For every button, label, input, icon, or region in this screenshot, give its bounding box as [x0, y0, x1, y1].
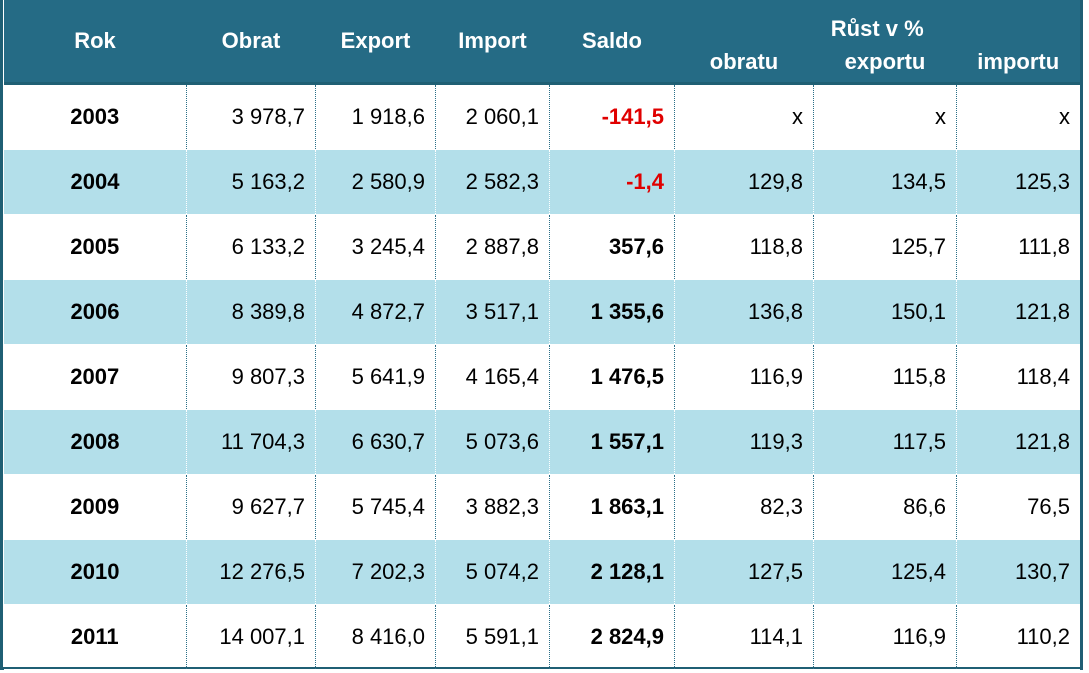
year-cell: 2009	[3, 474, 187, 540]
value-cell: 5 073,6	[435, 409, 550, 475]
year-cell: 2010	[3, 539, 187, 605]
value-cell: 2 060,1	[435, 83, 550, 150]
value-cell: -1,4	[549, 149, 675, 215]
value-cell: 116,9	[813, 604, 957, 670]
value-cell: -141,5	[549, 83, 675, 150]
value-cell: 118,4	[956, 344, 1080, 410]
table-row: 2008 11 704,3 6 630,7 5 073,6 1 557,1 119,3 11…	[3, 409, 1080, 475]
table-row: 2006 8 389,8 4 872,7 3 517,1 1 355,6 136,8 150…	[3, 279, 1080, 345]
table-row: 2010 12 276,5 7 202,3 5 074,2 2 128,1 127,5 12…	[3, 539, 1080, 605]
column-header: Export	[315, 0, 436, 84]
value-cell: 8 389,8	[186, 279, 316, 345]
value-cell: 3 882,3	[435, 474, 550, 540]
year-cell: 2004	[3, 149, 187, 215]
table-row: 2003 3 978,7 1 918,6 2 060,1 -141,5 x x x	[3, 83, 1080, 150]
year-cell: 2005	[3, 214, 187, 280]
value-cell: 9 627,7	[186, 474, 316, 540]
value-cell: 115,8	[813, 344, 957, 410]
value-cell: 3 517,1	[435, 279, 550, 345]
value-cell: x	[813, 83, 957, 150]
table-row: 2004 5 163,2 2 580,9 2 582,3 -1,4 129,8 134,5 1…	[3, 149, 1080, 215]
sub-header: exportu	[813, 42, 957, 84]
value-cell: 127,5	[674, 539, 814, 605]
value-cell: 5 591,1	[435, 604, 550, 670]
table-body: 2003 3 978,7 1 918,6 2 060,1 -141,5 x x x 2004 5 …	[3, 83, 1080, 670]
header-row: Rok Obrat Export Import Saldo Růst v %	[3, 0, 1080, 84]
value-cell: 134,5	[813, 149, 957, 215]
value-cell: 129,8	[674, 149, 814, 215]
table-row: 2011 14 007,1 8 416,0 5 591,1 2 824,9 114,1 11…	[3, 604, 1080, 670]
value-cell: 2 824,9	[549, 604, 675, 670]
column-header: Import	[435, 0, 550, 84]
value-cell: 119,3	[674, 409, 814, 475]
group-header: Růst v %	[674, 0, 1080, 42]
value-cell: 4 165,4	[435, 344, 550, 410]
value-cell: 3 245,4	[315, 214, 436, 280]
value-cell: 111,8	[956, 214, 1080, 280]
value-cell: x	[956, 83, 1080, 150]
value-cell: 8 416,0	[315, 604, 436, 670]
value-cell: 86,6	[813, 474, 957, 540]
value-cell: 150,1	[813, 279, 957, 345]
value-cell: 5 745,4	[315, 474, 436, 540]
value-cell: 136,8	[674, 279, 814, 345]
value-cell: 1 355,6	[549, 279, 675, 345]
sub-header: obratu	[674, 42, 814, 84]
value-cell: 116,9	[674, 344, 814, 410]
value-cell: 1 918,6	[315, 83, 436, 150]
value-cell: 118,8	[674, 214, 814, 280]
column-header: Saldo	[549, 0, 675, 84]
value-cell: 12 276,5	[186, 539, 316, 605]
value-cell: 114,1	[674, 604, 814, 670]
value-cell: 110,2	[956, 604, 1080, 670]
table-row: 2007 9 807,3 5 641,9 4 165,4 1 476,5 116,9 115…	[3, 344, 1080, 410]
value-cell: 117,5	[813, 409, 957, 475]
value-cell: x	[674, 83, 814, 150]
value-cell: 7 202,3	[315, 539, 436, 605]
value-cell: 1 863,1	[549, 474, 675, 540]
value-cell: 5 163,2	[186, 149, 316, 215]
value-cell: 2 582,3	[435, 149, 550, 215]
value-cell: 2 128,1	[549, 539, 675, 605]
value-cell: 76,5	[956, 474, 1080, 540]
header-row: obratu exportu importu	[4, 42, 1080, 84]
table-row: 2005 6 133,2 3 245,4 2 887,8 357,6 118,8 125,7…	[3, 214, 1080, 280]
value-cell: 6 133,2	[186, 214, 316, 280]
value-cell: 2 580,9	[315, 149, 436, 215]
value-cell: 9 807,3	[186, 344, 316, 410]
value-cell: 125,3	[956, 149, 1080, 215]
year-cell: 2011	[3, 604, 187, 670]
value-cell: 125,4	[813, 539, 957, 605]
value-cell: 11 704,3	[186, 409, 316, 475]
value-cell: 6 630,7	[315, 409, 436, 475]
value-cell: 2 887,8	[435, 214, 550, 280]
value-cell: 121,8	[956, 409, 1080, 475]
sub-header: importu	[956, 42, 1080, 84]
table-header: Rok Obrat Export Import Saldo Růst v % obratu e…	[3, 0, 1080, 84]
value-cell: 1 476,5	[549, 344, 675, 410]
column-header: Rok	[3, 0, 187, 84]
value-cell: 5 074,2	[435, 539, 550, 605]
value-cell: 5 641,9	[315, 344, 436, 410]
year-cell: 2003	[3, 83, 187, 150]
trade-table: Rok Obrat Export Import Saldo Růst v % obratu e…	[3, 0, 1080, 670]
value-cell: 4 872,7	[315, 279, 436, 345]
value-cell: 130,7	[956, 539, 1080, 605]
table-row: 2009 9 627,7 5 745,4 3 882,3 1 863,1 82,3 86,6…	[3, 474, 1080, 540]
value-cell: 125,7	[813, 214, 957, 280]
value-cell: 82,3	[674, 474, 814, 540]
value-cell: 14 007,1	[186, 604, 316, 670]
year-cell: 2006	[3, 279, 187, 345]
value-cell: 121,8	[956, 279, 1080, 345]
year-cell: 2008	[3, 409, 187, 475]
column-header: Obrat	[186, 0, 316, 84]
value-cell: 357,6	[549, 214, 675, 280]
year-cell: 2007	[3, 344, 187, 410]
value-cell: 1 557,1	[549, 409, 675, 475]
value-cell: 3 978,7	[186, 83, 316, 150]
